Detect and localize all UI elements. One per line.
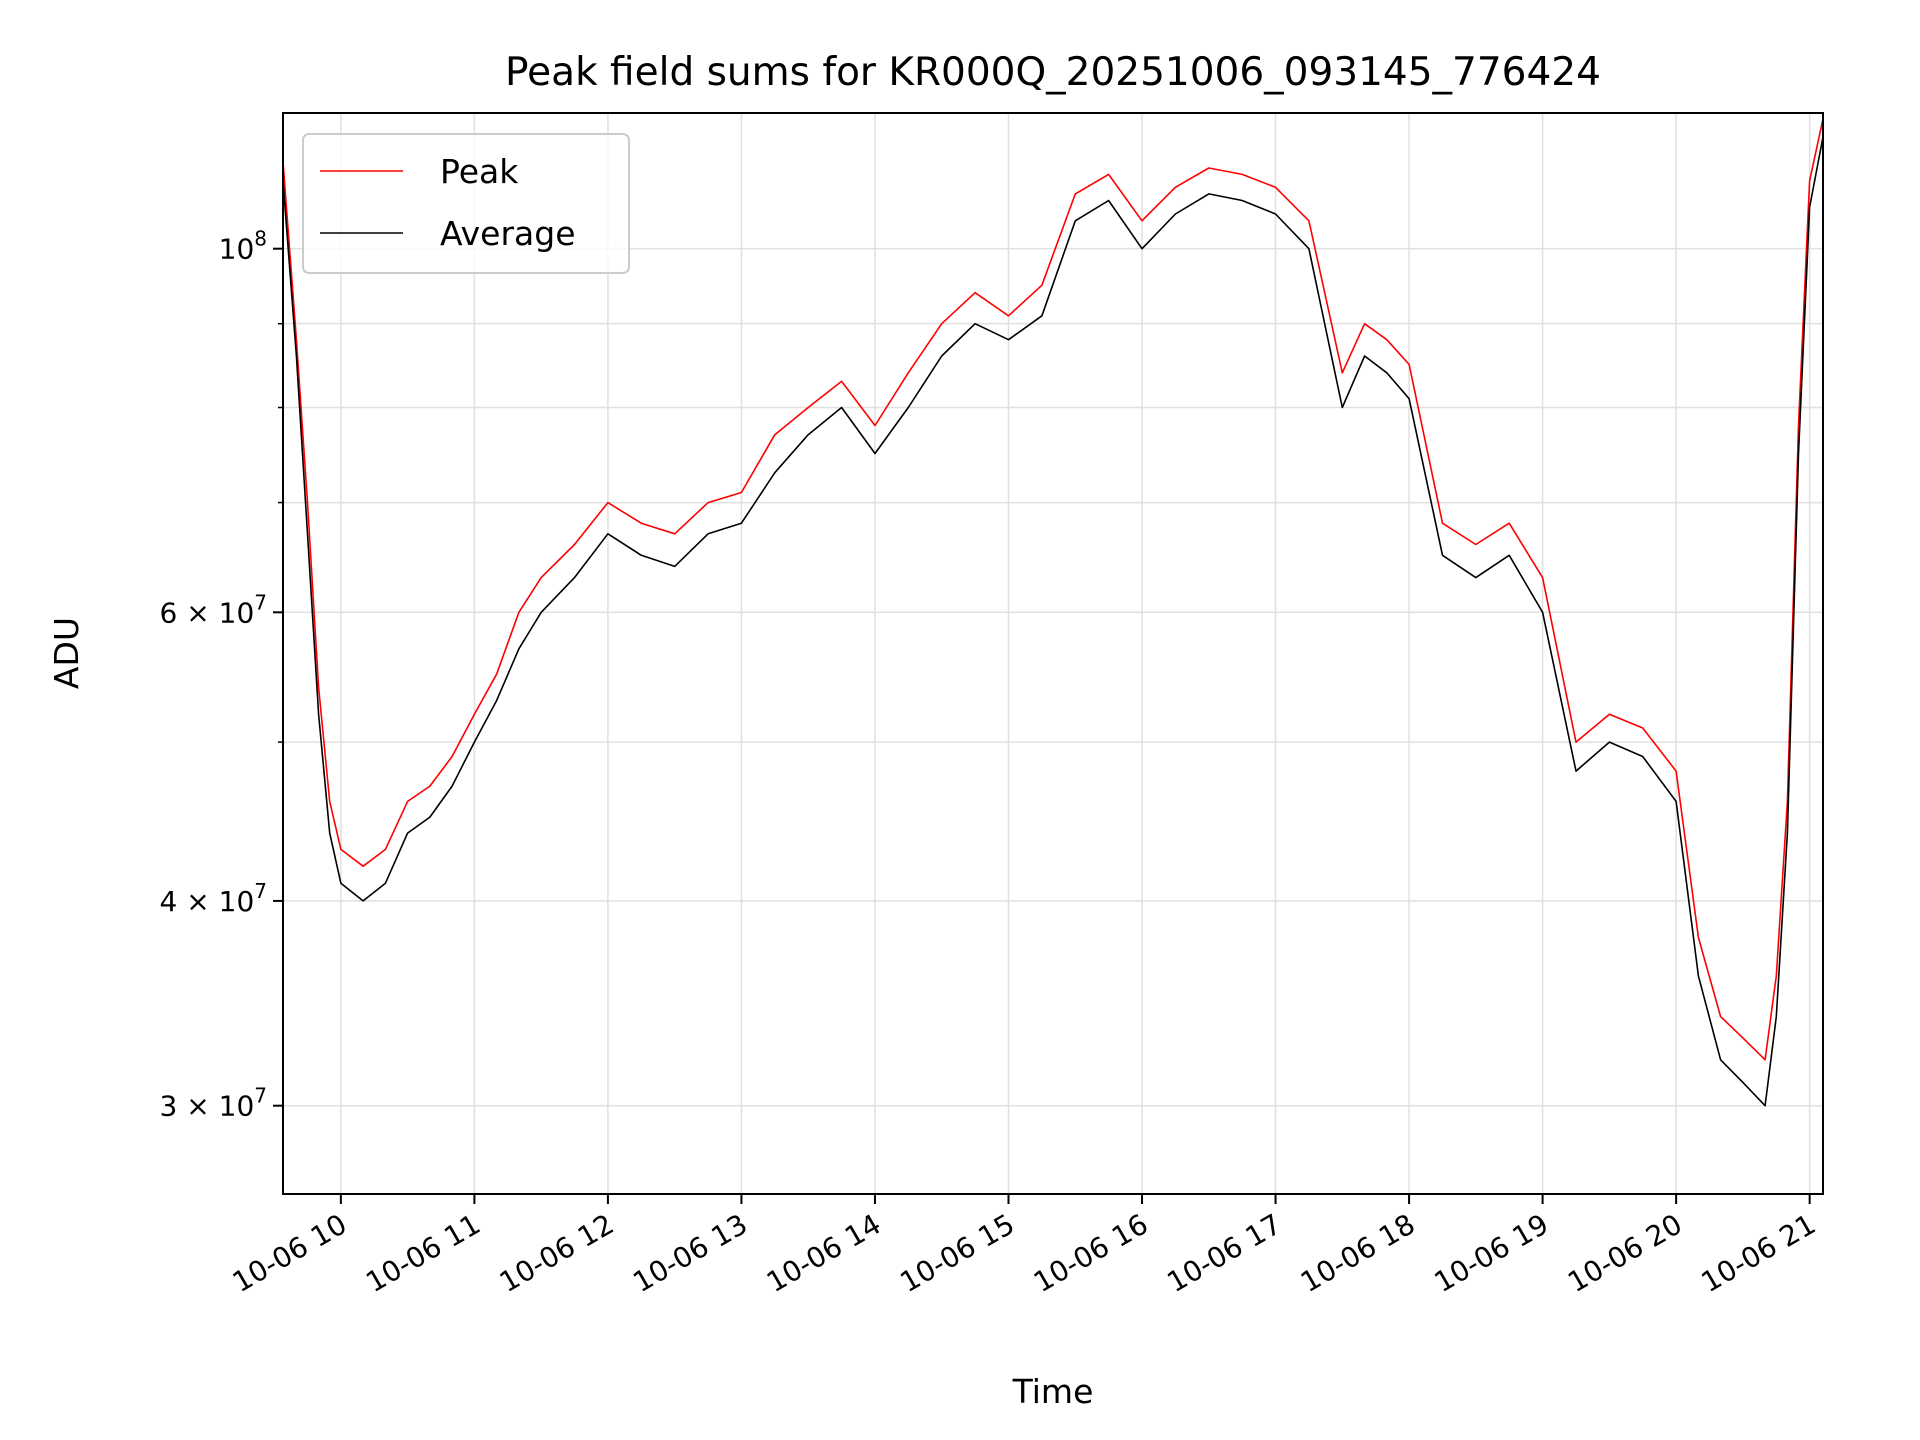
series-line-peak [282,118,1824,1061]
grid [283,113,1823,1194]
chart-title: Peak field sums for KR000Q_20251006_0931… [505,50,1601,95]
y-tick-label: 4 × 107 [160,879,267,918]
legend: Peak Average [302,133,630,274]
y-axis: 3 × 107 4 × 107 6 × 107 108 [160,227,283,1123]
legend-average-label: Average [440,214,576,253]
y-tick-label: 3 × 107 [160,1084,267,1123]
y-tick-label: 6 × 107 [160,590,267,629]
plot-frame [282,112,1824,1195]
legend-peak-label: Peak [440,152,519,191]
y-tick-label: 108 [219,227,267,266]
series-line-average [282,136,1824,1107]
legend-box [302,133,630,274]
y-axis-label: ADU [47,617,86,689]
series-layer [282,118,1824,1107]
x-axis-label: Time [1012,1372,1094,1411]
